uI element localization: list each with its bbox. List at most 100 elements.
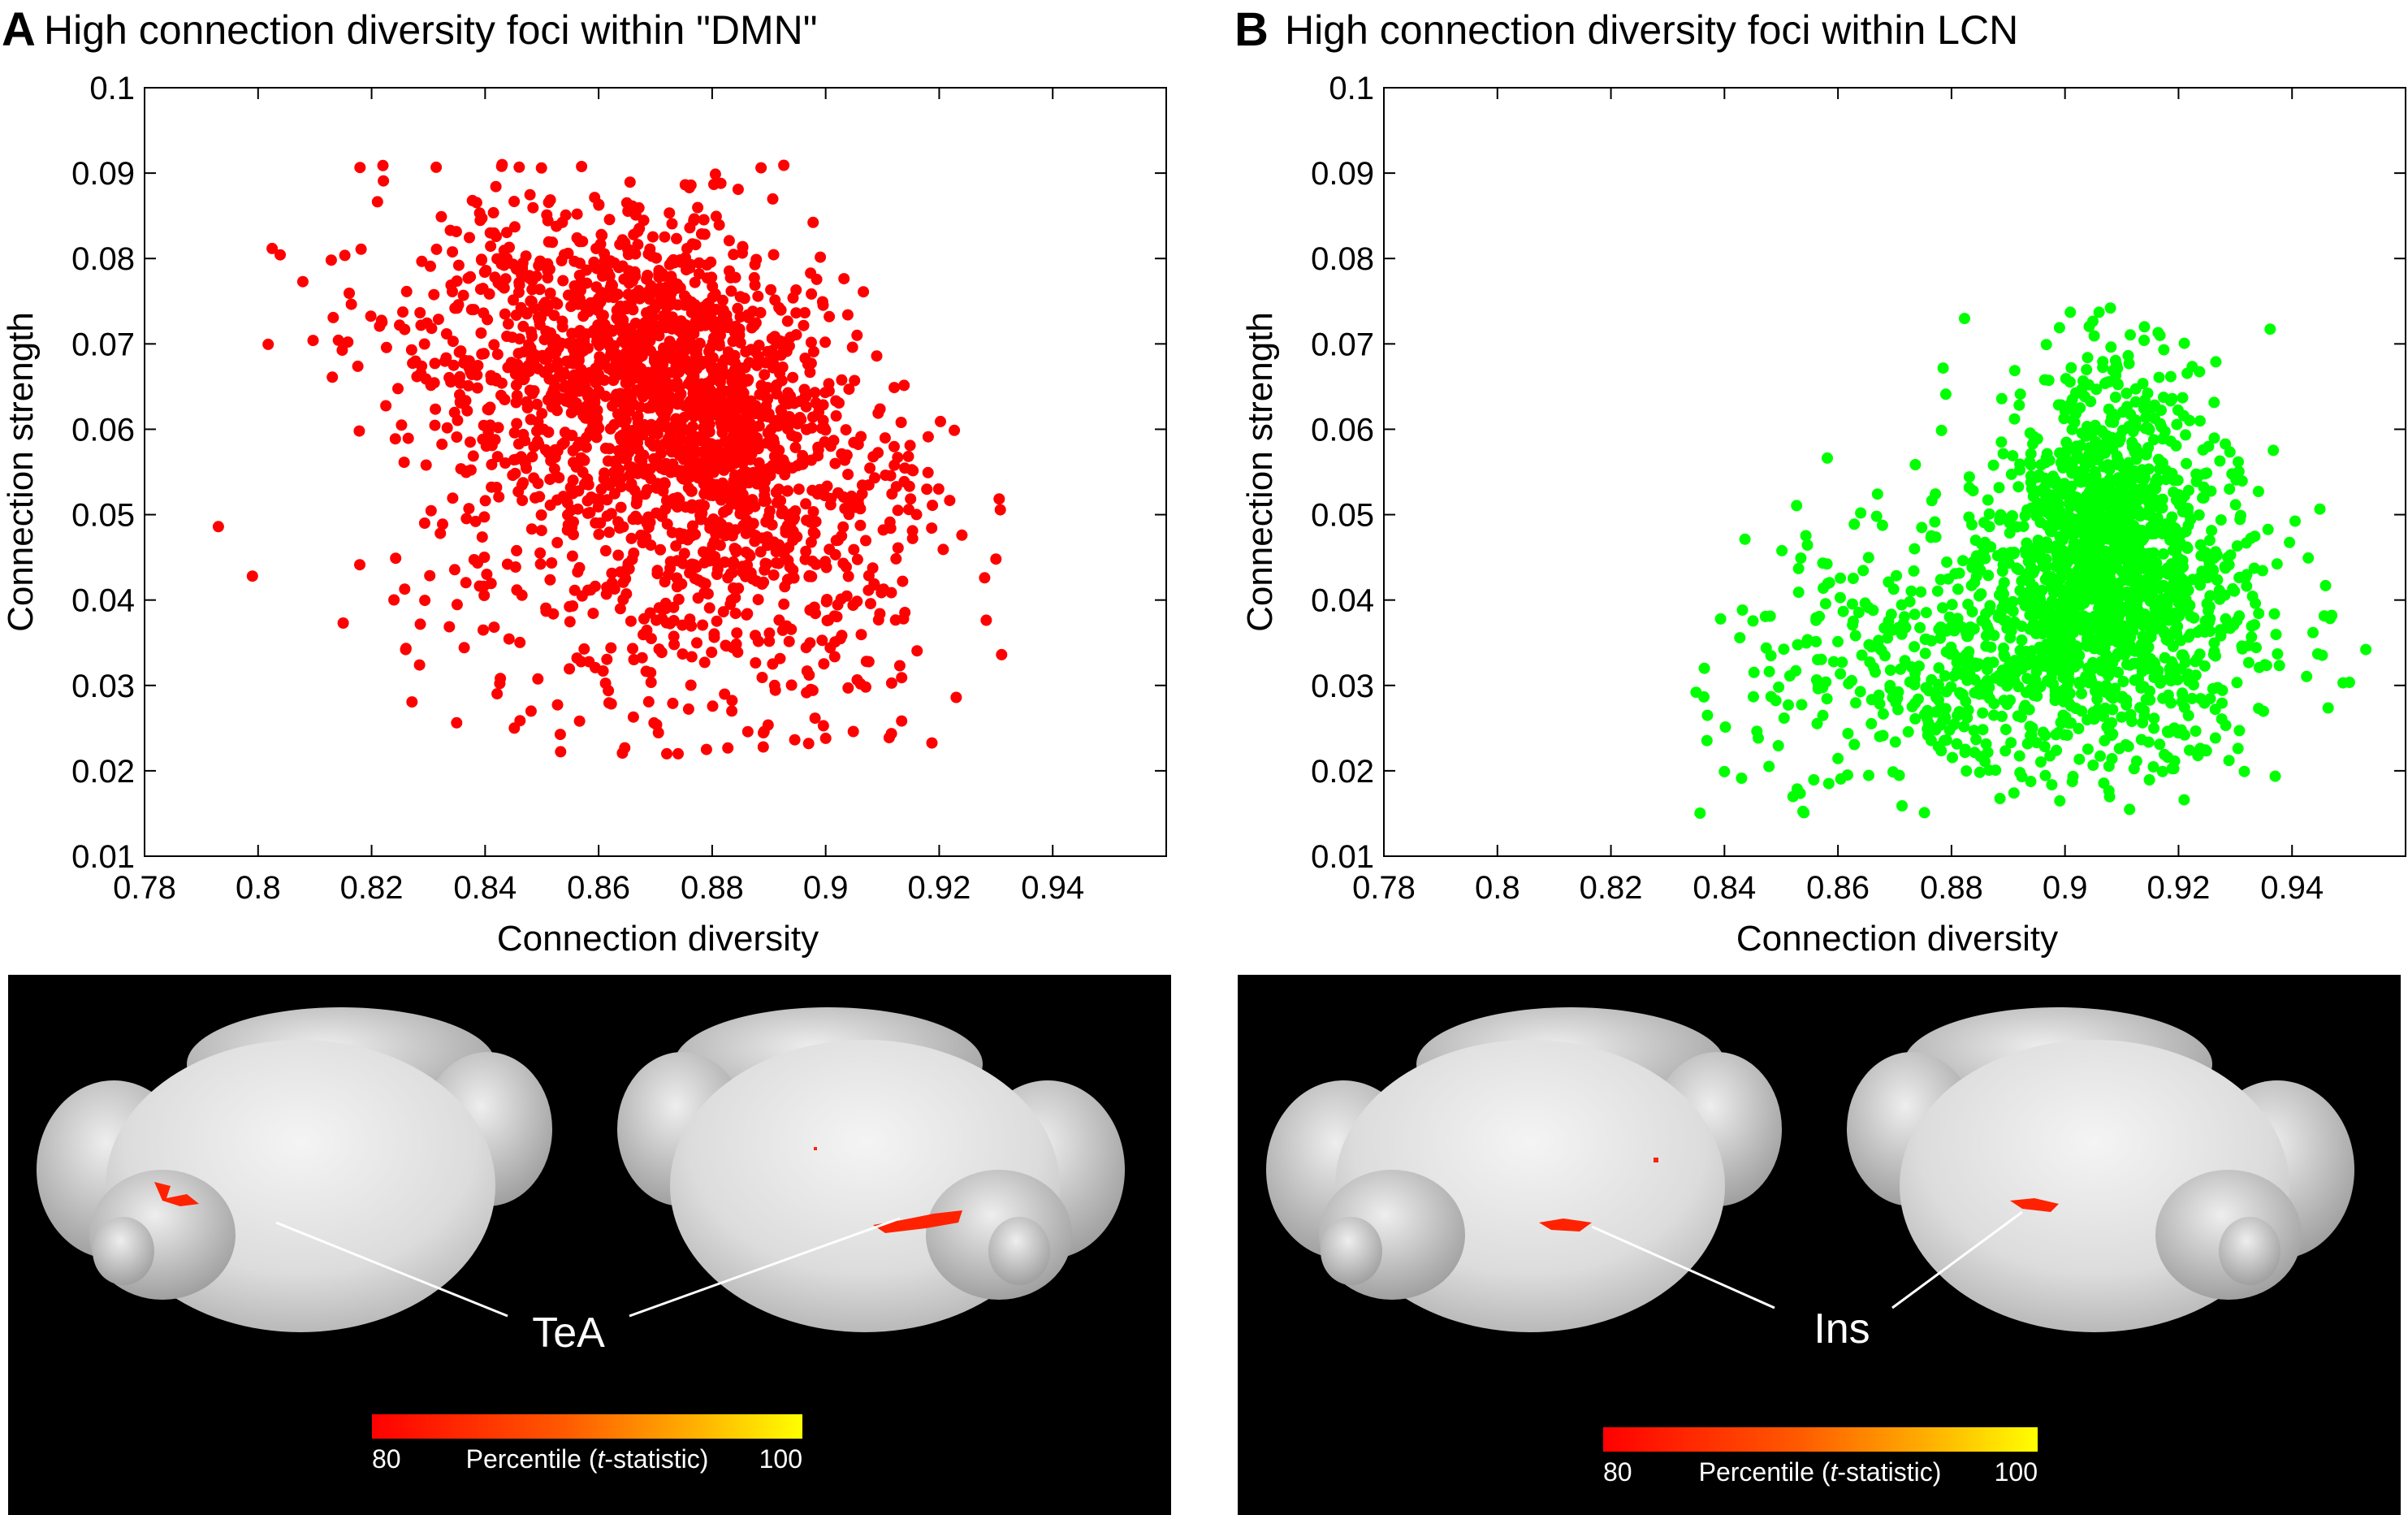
scatter-point [2130, 442, 2142, 454]
scatter-point [628, 228, 640, 240]
scatter-point [783, 635, 795, 647]
scatter-point [1739, 533, 1751, 545]
scatter-point [755, 379, 767, 392]
scatter-point [2083, 442, 2095, 454]
scatter-point [668, 630, 680, 643]
scatter-point [1856, 649, 1868, 661]
scatter-point [2181, 367, 2194, 379]
scatter-point [2007, 450, 2019, 462]
scatter-point [2060, 651, 2072, 663]
scatter-point [1937, 362, 1949, 374]
scatter-point [447, 246, 459, 258]
scatter-point [2013, 399, 2025, 411]
scatter-point [711, 391, 723, 403]
scatter-point [705, 374, 717, 387]
scatter-point [704, 314, 716, 327]
scatter-point [892, 504, 904, 517]
scatter-point [1988, 630, 2000, 642]
y-tick-label: 0.04 [71, 583, 135, 619]
scatter-point [617, 576, 629, 588]
scatter-point [2053, 322, 2065, 334]
scatter-point [624, 176, 636, 188]
scatter-point [786, 430, 798, 442]
scatter-point [2073, 722, 2085, 734]
scatter-point [632, 239, 644, 251]
scatter-point [2106, 716, 2118, 729]
scatter-point [2076, 687, 2087, 699]
colorbar-label-a: Percentile (t-statistic) [466, 1444, 709, 1474]
scatter-point [565, 407, 577, 419]
scatter-point [558, 381, 570, 393]
scatter-point [515, 451, 527, 463]
scatter-point [447, 492, 459, 504]
scatter-point [511, 544, 523, 556]
scatter-point [1941, 556, 1953, 568]
scatter-point [2114, 648, 2126, 660]
scatter-point [597, 270, 608, 282]
scatter-point [675, 434, 687, 446]
scatter-point [664, 335, 676, 348]
scatter-point [659, 477, 671, 489]
scatter-point [2270, 629, 2282, 641]
scatter-point [2319, 579, 2332, 591]
scatter-point [2178, 794, 2190, 806]
scatter-point [2183, 484, 2194, 496]
scatter-point [1906, 700, 1918, 712]
scatter-point [2153, 371, 2165, 383]
scatter-point [1736, 773, 1748, 784]
scatter-point [521, 402, 534, 413]
scatter-point [750, 657, 762, 669]
scatter-point [420, 373, 432, 385]
scatter-point [275, 249, 286, 261]
scatter-point [2129, 383, 2142, 395]
scatter-point [2150, 556, 2162, 568]
scatter-point [709, 168, 721, 180]
scatter-point [841, 309, 854, 321]
scatter-point [501, 227, 512, 239]
scatter-point [1997, 448, 2009, 460]
scatter-point [430, 403, 442, 415]
scatter-point [627, 304, 639, 316]
scatter-point [2144, 694, 2156, 706]
scatter-point [307, 335, 319, 347]
scatter-point [815, 422, 828, 435]
scatter-point [668, 601, 680, 613]
scatter-point [495, 258, 508, 270]
scatter-point [2123, 357, 2135, 370]
scatter-point [2082, 743, 2094, 755]
scatter-point [668, 396, 680, 409]
scatter-point [390, 552, 402, 565]
scatter-point [690, 316, 702, 328]
scatter-point [2145, 631, 2157, 643]
scatter-point [677, 648, 689, 660]
scatter-point [566, 522, 578, 534]
scatter-point [2220, 562, 2232, 574]
scatter-point [342, 336, 354, 348]
scatter-point [535, 525, 547, 537]
scatter-point [567, 600, 579, 612]
scatter-point [607, 325, 618, 337]
scatter-point [345, 298, 357, 310]
scatter-point [1877, 708, 1889, 720]
scatter-point [911, 645, 923, 657]
scatter-point [2222, 552, 2234, 564]
scatter-point [2071, 572, 2083, 584]
scatter-point [1791, 500, 1803, 512]
scatter-point [2031, 509, 2043, 521]
scatter-point [542, 272, 554, 284]
scatter-point [1773, 681, 1785, 693]
scatter-point [510, 396, 522, 409]
scatter-point [517, 374, 530, 386]
scatter-point [723, 522, 734, 534]
scatter-point [1959, 743, 1971, 755]
scatter-point [527, 201, 539, 214]
scatter-point [767, 658, 779, 670]
scatter-point [2045, 628, 2057, 640]
scatter-point [1987, 656, 1999, 669]
scatter-point [2054, 530, 2066, 543]
scatter-point [723, 385, 735, 397]
scatter-point [739, 361, 751, 374]
scatter-point [888, 459, 901, 471]
scatter-point [625, 532, 638, 544]
scatter-point [2046, 595, 2058, 608]
